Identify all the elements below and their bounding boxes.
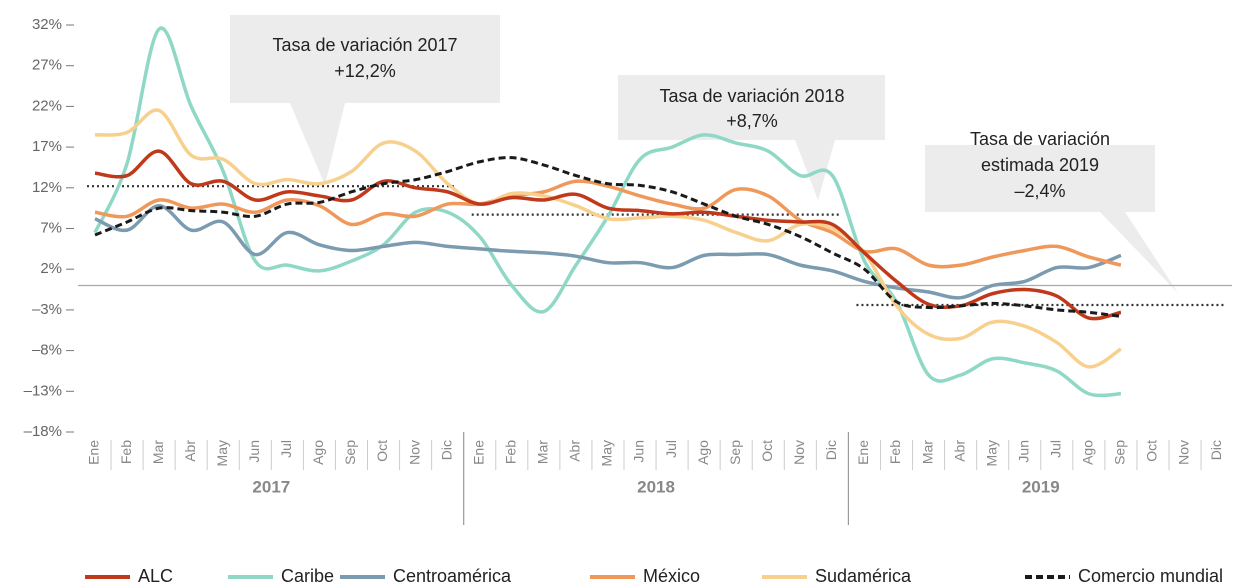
year-label: 2019	[1022, 477, 1060, 496]
x-tick-label: Sep	[1112, 440, 1128, 465]
x-tick-label: May	[599, 440, 615, 466]
series-line	[94, 156, 1122, 318]
series-line	[94, 179, 1122, 269]
x-tick-label: Nov	[791, 440, 807, 465]
x-tick-label: Mar	[919, 440, 935, 464]
year-label: 2018	[637, 477, 675, 496]
x-tick-label: Dic	[1208, 440, 1224, 460]
annotation-text: +8,7%	[726, 111, 778, 131]
callout	[618, 75, 885, 200]
series-line	[93, 26, 1122, 398]
x-tick-label: Mar	[150, 440, 166, 464]
x-tick-label: Nov	[1176, 440, 1192, 465]
annotation-text: Tasa de variación 2017	[272, 35, 457, 55]
legend-label: Caribe	[281, 566, 334, 586]
y-tick-label: –18%	[24, 423, 62, 440]
x-tick-label: Oct	[374, 440, 390, 462]
x-tick-label: Dic	[823, 440, 839, 460]
x-tick-label: Abr	[951, 440, 967, 462]
y-tick-label: –13%	[24, 382, 62, 399]
x-tick-label: Dic	[438, 440, 454, 460]
x-tick-label: Sep	[342, 440, 358, 465]
x-tick-label: Sep	[727, 440, 743, 465]
legend-label: ALC	[138, 566, 173, 586]
annotation-text: –2,4%	[1014, 181, 1065, 201]
y-tick-label: –3%	[32, 301, 62, 318]
x-tick-label: Abr	[567, 440, 583, 462]
legend-label: Sudamérica	[815, 566, 912, 586]
series-line	[94, 203, 1122, 300]
year-label: 2017	[252, 477, 290, 496]
x-tick-label: Abr	[182, 440, 198, 462]
annotation-text: estimada 2019	[981, 155, 1099, 175]
callout	[925, 145, 1178, 293]
x-tick-label: Ago	[695, 440, 711, 465]
y-tick-label: 12%	[32, 179, 62, 196]
x-tick-label: Jun	[246, 440, 262, 463]
annotation-texts: Tasa de variación 2017 +12,2% Tasa de va…	[272, 35, 1110, 201]
x-tick-label: Nov	[406, 440, 422, 465]
x-tick-label: Jun	[631, 440, 647, 463]
y-tick-label: 32%	[32, 16, 62, 33]
x-tick-label: May	[983, 440, 999, 466]
y-tick-label: 27%	[32, 57, 62, 74]
annotation-text: Tasa de variación 2018	[659, 86, 844, 106]
y-tick-label: 17%	[32, 138, 62, 155]
annotation-text: +12,2%	[334, 61, 396, 81]
legend-label: México	[643, 566, 700, 586]
x-tick-label: Oct	[1144, 440, 1160, 462]
legend-label: Comercio mundial	[1078, 566, 1223, 586]
x-tick-label: Ago	[310, 440, 326, 465]
y-tick-label: 22%	[32, 97, 62, 114]
annotation-boxes	[230, 15, 1178, 293]
annotation-text: Tasa de variación	[970, 129, 1110, 149]
x-tick-label: May	[214, 440, 230, 466]
x-tick-label: Jul	[1048, 440, 1064, 458]
x-tick-label: Feb	[502, 440, 518, 464]
legend-label: Centroamérica	[393, 566, 512, 586]
x-tick-label: Oct	[759, 440, 775, 462]
y-tick-label: –8%	[32, 342, 62, 359]
x-tick-label: Ene	[86, 440, 102, 465]
x-tick-label: Ago	[1080, 440, 1096, 465]
x-tick-label: Jun	[1015, 440, 1031, 463]
x-tick-label: Feb	[887, 440, 903, 464]
x-tick-label: Jul	[663, 440, 679, 458]
x-tick-label: Ene	[470, 440, 486, 465]
y-tick-label: 7%	[40, 219, 62, 236]
x-tick-label: Jul	[278, 440, 294, 458]
x-tick-label: Feb	[118, 440, 134, 464]
series-line	[94, 108, 1122, 369]
x-tick-label: Mar	[535, 440, 551, 464]
x-tick-label: Ene	[855, 440, 871, 465]
callout	[230, 15, 500, 185]
y-tick-label: 2%	[40, 260, 62, 277]
